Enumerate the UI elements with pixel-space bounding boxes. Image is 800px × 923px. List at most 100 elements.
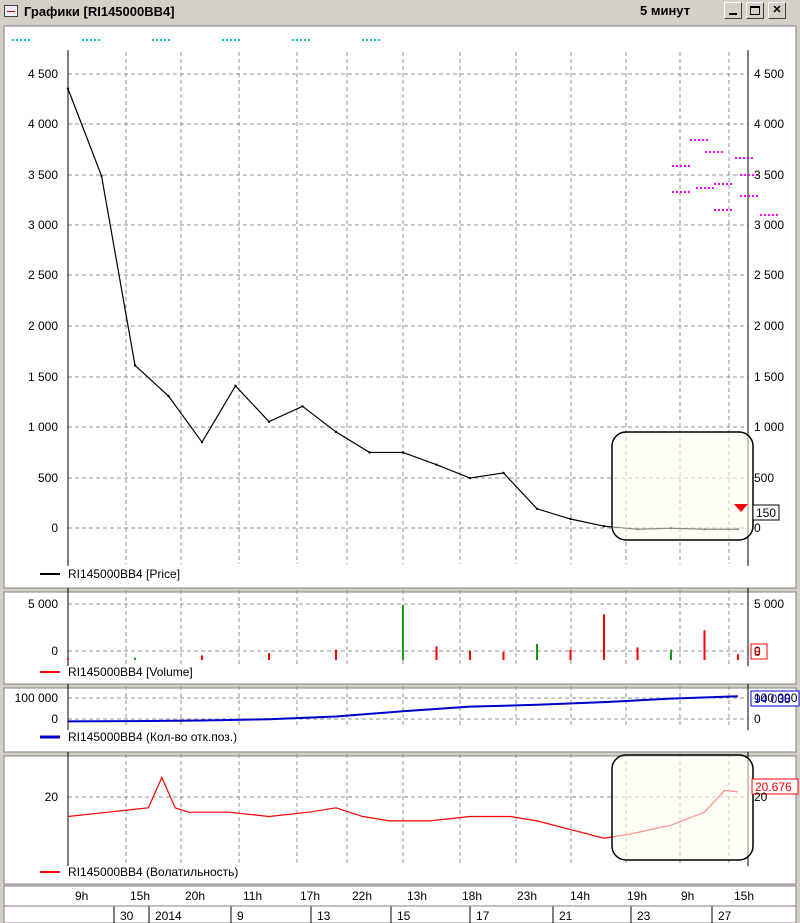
legend-label: RI145000BB4 [Price] <box>68 567 180 581</box>
y-tick-right: 5 000 <box>754 597 784 611</box>
y-tick-left: 1 000 <box>28 420 58 434</box>
price-point <box>334 430 338 434</box>
y-tick-left: 0 <box>51 644 58 658</box>
price-point <box>100 174 103 178</box>
price-point <box>435 463 438 466</box>
volume-bar <box>435 646 438 660</box>
y-tick-right: 1 000 <box>754 420 784 434</box>
close-icon[interactable] <box>768 2 786 19</box>
date-label: 9 <box>237 909 244 923</box>
y-tick-right: 0 <box>754 644 761 658</box>
volume-bar <box>536 644 538 660</box>
legend-label: RI145000BB4 [Volume] <box>68 665 193 679</box>
y-tick-left: 1 500 <box>28 370 58 384</box>
volume-bar <box>603 614 605 660</box>
date-label: 15 <box>397 909 411 923</box>
y-tick-left: 4 500 <box>28 67 58 81</box>
last-value-box <box>752 504 780 521</box>
time-label: 9h <box>681 889 694 903</box>
price-point <box>535 507 539 510</box>
legend-label: RI145000BB4 (Кол-во отк.поз.) <box>68 730 237 744</box>
date-label: 21 <box>559 909 573 923</box>
y-tick-right: 0 <box>754 712 761 726</box>
price-point <box>368 451 371 454</box>
time-label: 14h <box>570 889 590 903</box>
time-label: 19h <box>627 889 647 903</box>
y-tick-right: 100 000 <box>754 691 798 705</box>
y-tick-left: 100 000 <box>15 691 59 705</box>
last-value-box <box>750 643 768 660</box>
date-label: 17 <box>476 909 490 923</box>
volume-bar <box>67 658 69 660</box>
window-title: Графики [RI145000BB4] <box>24 3 175 19</box>
price-point <box>200 440 204 444</box>
y-tick-right: 3 000 <box>754 218 784 232</box>
volume-bar <box>737 654 739 660</box>
price-point <box>569 517 572 521</box>
price-point <box>167 394 170 398</box>
volatility-highlight-box <box>611 754 754 861</box>
price-point <box>401 451 405 454</box>
date-label: 13 <box>317 909 331 923</box>
time-label: 11h <box>243 889 262 903</box>
y-tick-left: 4 000 <box>28 117 58 131</box>
last-value-label: 8 <box>754 645 761 659</box>
price-marker-icon <box>734 504 748 512</box>
y-tick-left: 0 <box>51 712 58 726</box>
volume-bar <box>670 649 672 660</box>
timeframe-label[interactable]: 5 минут <box>640 3 691 18</box>
open-interest-line <box>67 695 739 723</box>
volume-bar <box>569 649 572 660</box>
price-point <box>234 384 237 388</box>
price-point <box>267 420 271 423</box>
last-value-box <box>751 778 799 795</box>
last-value-label: 94 038 <box>754 692 791 706</box>
minimize-icon[interactable] <box>724 2 742 19</box>
date-label: 23 <box>637 909 651 923</box>
time-label: 15h <box>130 889 150 903</box>
last-value-box <box>750 690 800 707</box>
y-tick-right: 500 <box>754 471 774 485</box>
volume-bar <box>703 630 706 660</box>
y-tick-left: 500 <box>38 471 58 485</box>
price-point <box>133 364 137 367</box>
volume-bar <box>335 649 337 660</box>
y-tick-right: 0 <box>754 521 761 535</box>
time-axis-strip <box>3 885 797 923</box>
price-point <box>468 476 472 480</box>
time-label: 13h <box>407 889 427 903</box>
price-point <box>502 471 505 475</box>
y-tick-right: 4 000 <box>754 117 784 131</box>
y-tick-right: 4 500 <box>754 67 784 81</box>
maximize-icon[interactable] <box>746 2 764 19</box>
volume-bar <box>402 605 404 660</box>
volume-bar <box>201 655 203 660</box>
price-point <box>602 524 606 528</box>
y-tick-right: 20 <box>754 790 768 804</box>
y-tick-left: 3 000 <box>28 218 58 232</box>
time-label: 22h <box>352 889 372 903</box>
time-label: 23h <box>517 889 537 903</box>
y-tick-right: 1 500 <box>754 370 784 384</box>
time-label: 15h <box>734 889 754 903</box>
y-tick-left: 20 <box>45 790 59 804</box>
volume-bar <box>268 653 270 660</box>
price-point <box>301 405 304 408</box>
y-tick-left: 0 <box>51 521 58 535</box>
legend-label: RI145000BB4 (Волатильность) <box>68 865 238 879</box>
chart-area[interactable]: 4 500 4 500 4 000 4 000 3 500 3 500 3 000 3 000… <box>0 22 800 923</box>
volume-bar <box>636 647 639 660</box>
volume-bar <box>502 652 505 660</box>
price-point <box>66 87 70 90</box>
y-tick-left: 3 500 <box>28 168 58 182</box>
date-label: 2014 <box>155 909 182 923</box>
y-tick-right: 3 500 <box>754 168 784 182</box>
volume-bar <box>469 650 471 660</box>
chart-window-icon <box>4 5 18 17</box>
y-tick-right: 2 500 <box>754 268 784 282</box>
last-value-label: 150 <box>756 506 776 520</box>
y-tick-left: 5 000 <box>28 597 58 611</box>
y-tick-left: 2 000 <box>28 319 58 333</box>
price-highlight-box <box>611 431 754 541</box>
panel-volume[interactable] <box>3 591 797 685</box>
